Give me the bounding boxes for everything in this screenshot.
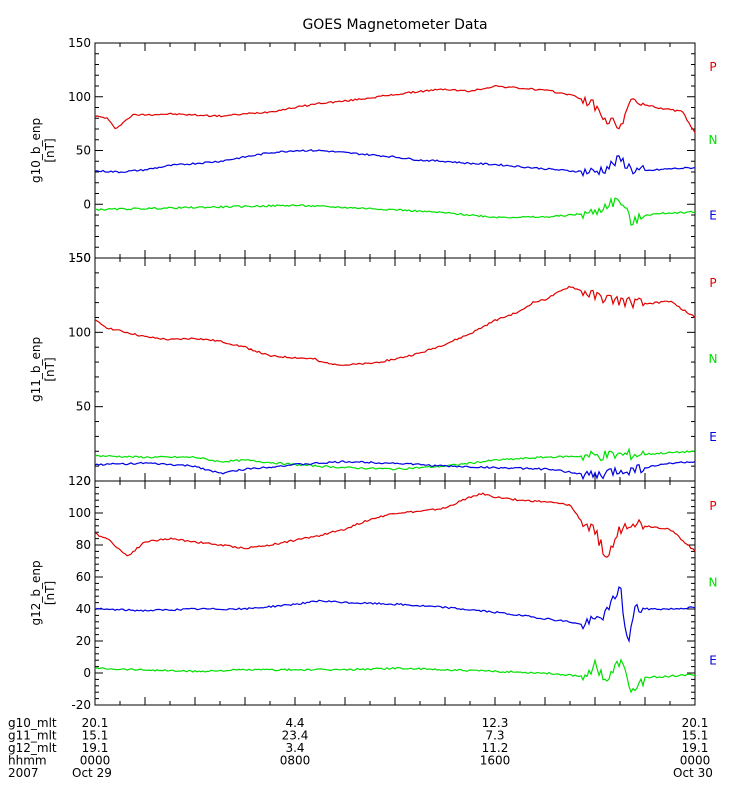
footer-cell: Oct 29: [72, 766, 112, 780]
y-tick-label: 40: [76, 602, 91, 616]
footer-cell: 12.3: [482, 716, 509, 730]
chart-title: GOES Magnetometer Data: [302, 17, 487, 33]
y-tick-label: 100: [68, 325, 91, 339]
panel-g11: 0 50 100 150 g11_b_enp [nT] P N E: [29, 251, 717, 488]
series-line-e: [94, 149, 696, 178]
footer-cell: 15.1: [82, 729, 109, 743]
series-line-p: [94, 84, 696, 134]
legend-label-e: E: [709, 208, 717, 222]
series-line-p: [94, 492, 696, 558]
footer-row-label: g11_mlt: [8, 729, 57, 743]
series-line-n: [94, 658, 696, 694]
y-axis-title: g12_b_enp: [29, 560, 43, 625]
footer-cell: 0800: [280, 754, 311, 768]
y-axis-title: g11_b_enp: [29, 337, 43, 402]
footer-cell: 0000: [680, 754, 711, 768]
panel-frame: [94, 257, 696, 482]
legend-label-e: E: [709, 654, 717, 668]
footer-cell: 20.1: [82, 716, 109, 730]
y-tick-label: 150: [68, 251, 91, 265]
legend-label-p: P: [709, 499, 716, 513]
series-line-n: [94, 196, 696, 226]
footer-row-label: hhmm: [8, 754, 47, 768]
y-tick-label: 0: [83, 474, 91, 488]
y-axis-unit: [nT]: [43, 357, 57, 381]
y-tick-label: 100: [68, 506, 91, 520]
legend-label-n: N: [709, 575, 718, 589]
footer-cell: 15.1: [682, 729, 709, 743]
legend-label-p: P: [709, 276, 716, 290]
series-line-e: [94, 586, 696, 644]
footer-cell: 19.1: [682, 741, 709, 755]
y-tick-label: 0: [83, 666, 91, 680]
footer-cell: 0000: [80, 754, 111, 768]
legend-label-p: P: [709, 60, 716, 74]
series-line-p: [94, 285, 696, 366]
footer-cell: 23.4: [282, 729, 309, 743]
legend-label-n: N: [709, 352, 718, 366]
y-axis-unit: [nT]: [43, 138, 57, 162]
y-tick-label: 0: [83, 197, 91, 211]
y-tick-label: 60: [76, 570, 91, 584]
y-axis-title: g10_b_enp: [29, 118, 43, 183]
footer-row-label: 2007: [8, 766, 39, 780]
legend-label-n: N: [709, 133, 718, 147]
panel-g10: -50 0 50 100 150 g10_b_enp [nT] P N E: [29, 36, 717, 265]
y-tick-label: 150: [68, 36, 91, 50]
y-tick-label: 20: [76, 634, 91, 648]
y-tick-label: -20: [71, 698, 91, 712]
y-tick-label: 100: [68, 90, 91, 104]
footer-cell: 4.4: [285, 716, 304, 730]
footer-cell: Oct 30: [673, 766, 713, 780]
x-axis-rows: g10_mltg11_mltg12_mlthhmm200720.115.119.…: [8, 716, 713, 780]
panel-g12: -20 0 20 40 60 80 100 120 g12_b_enp [nT] P N E: [29, 474, 717, 712]
footer-cell: 11.2: [482, 741, 509, 755]
legend-label-e: E: [709, 430, 717, 444]
y-tick-label: 50: [76, 400, 91, 414]
footer-cell: 19.1: [82, 741, 109, 755]
y-tick-label: 120: [68, 474, 91, 488]
y-tick-label: -50: [71, 251, 91, 265]
footer-row-label: g12_mlt: [8, 741, 57, 755]
y-axis-unit: [nT]: [43, 581, 57, 605]
footer-cell: 20.1: [682, 716, 709, 730]
footer-cell: 7.3: [485, 729, 504, 743]
footer-row-label: g10_mlt: [8, 716, 57, 730]
panel-frame: [94, 42, 696, 259]
y-tick-label: 50: [76, 144, 91, 158]
footer-cell: 3.4: [285, 741, 304, 755]
series-line-n: [94, 447, 696, 471]
footer-cell: 1600: [480, 754, 511, 768]
series-line-e: [94, 460, 696, 481]
y-tick-label: 80: [76, 538, 91, 552]
